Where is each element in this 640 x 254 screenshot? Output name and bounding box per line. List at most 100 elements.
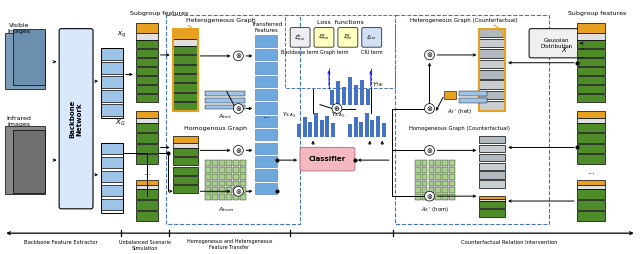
Bar [422, 194, 428, 200]
Bar [577, 154, 605, 164]
Bar [577, 85, 605, 92]
Bar [255, 102, 277, 114]
Bar [308, 122, 312, 137]
Bar [577, 200, 605, 210]
FancyBboxPatch shape [300, 148, 355, 171]
Bar [479, 145, 505, 152]
Bar [136, 94, 157, 102]
Bar [136, 67, 157, 75]
Bar [136, 23, 157, 33]
Bar [234, 194, 239, 200]
Bar [449, 181, 455, 186]
Bar [577, 33, 605, 40]
Bar [227, 181, 232, 186]
Bar [449, 174, 455, 180]
Bar [255, 76, 277, 87]
Bar [173, 143, 198, 148]
Bar [241, 181, 246, 186]
Circle shape [234, 104, 243, 113]
Bar [255, 129, 277, 140]
FancyBboxPatch shape [59, 29, 93, 209]
Bar [212, 174, 218, 180]
Bar [101, 199, 123, 210]
Bar [348, 124, 352, 137]
Bar [101, 157, 123, 168]
Text: Visible
Images: Visible Images [8, 23, 31, 34]
Bar [577, 180, 605, 185]
Bar [136, 211, 157, 221]
Bar [577, 49, 605, 57]
Bar [241, 160, 246, 166]
Text: Subgroup features: Subgroup features [129, 11, 188, 16]
Bar [479, 201, 505, 208]
Bar [205, 174, 211, 180]
Text: $\otimes$: $\otimes$ [426, 51, 433, 59]
Circle shape [424, 50, 435, 60]
Bar [435, 167, 442, 173]
Bar [136, 33, 157, 40]
Bar [479, 29, 505, 37]
Bar [449, 194, 455, 200]
Bar [101, 171, 123, 182]
Bar [173, 39, 198, 46]
Bar [227, 194, 232, 200]
Bar [415, 174, 420, 180]
Bar [173, 136, 198, 143]
Bar [577, 67, 605, 75]
Text: $\otimes$: $\otimes$ [235, 146, 242, 155]
Bar [205, 98, 245, 103]
Bar [136, 123, 157, 132]
Bar [449, 187, 455, 193]
Text: $Y_{TIE}$: $Y_{TIE}$ [372, 80, 384, 89]
Bar [314, 113, 318, 137]
Bar [220, 194, 225, 200]
Bar [173, 102, 198, 110]
Bar [442, 181, 449, 186]
Bar [331, 123, 335, 137]
Text: Classifier: Classifier [309, 156, 346, 162]
Text: $\mathcal{L}^g_{ce}$: $\mathcal{L}^g_{ce}$ [343, 33, 353, 42]
Bar [319, 120, 324, 137]
Text: Transferred
Features: Transferred Features [251, 22, 282, 33]
Bar [435, 181, 442, 186]
Bar [577, 211, 605, 221]
Bar [577, 118, 605, 123]
Bar [136, 189, 157, 199]
Bar [205, 194, 211, 200]
Circle shape [234, 51, 243, 61]
Circle shape [424, 191, 435, 201]
Bar [422, 187, 428, 193]
Bar [371, 120, 374, 137]
Bar [479, 60, 505, 68]
Bar [479, 196, 505, 199]
Bar [429, 181, 435, 186]
Bar [234, 181, 239, 186]
Bar [255, 36, 277, 47]
Text: $\otimes$: $\otimes$ [235, 51, 242, 60]
Bar [342, 87, 346, 105]
Bar [422, 160, 428, 166]
Bar [101, 185, 123, 196]
Bar [325, 116, 330, 137]
Bar [255, 62, 277, 73]
Bar [577, 94, 605, 102]
Bar [13, 130, 45, 193]
Bar [435, 174, 442, 180]
Bar [227, 174, 232, 180]
Bar [330, 90, 334, 105]
Text: CRI term: CRI term [361, 50, 383, 55]
Text: Backbone Feature Extractor: Backbone Feature Extractor [24, 240, 98, 245]
Text: Loss  functions: Loss functions [317, 20, 364, 25]
Bar [577, 40, 605, 47]
Bar [173, 185, 198, 193]
Bar [429, 187, 435, 193]
Circle shape [234, 186, 243, 196]
Bar [234, 167, 239, 173]
Bar [422, 167, 428, 173]
Bar [415, 181, 420, 186]
Bar [381, 123, 386, 137]
Bar [577, 58, 605, 66]
Bar [479, 29, 505, 112]
Bar [479, 180, 505, 188]
Bar [136, 40, 157, 47]
